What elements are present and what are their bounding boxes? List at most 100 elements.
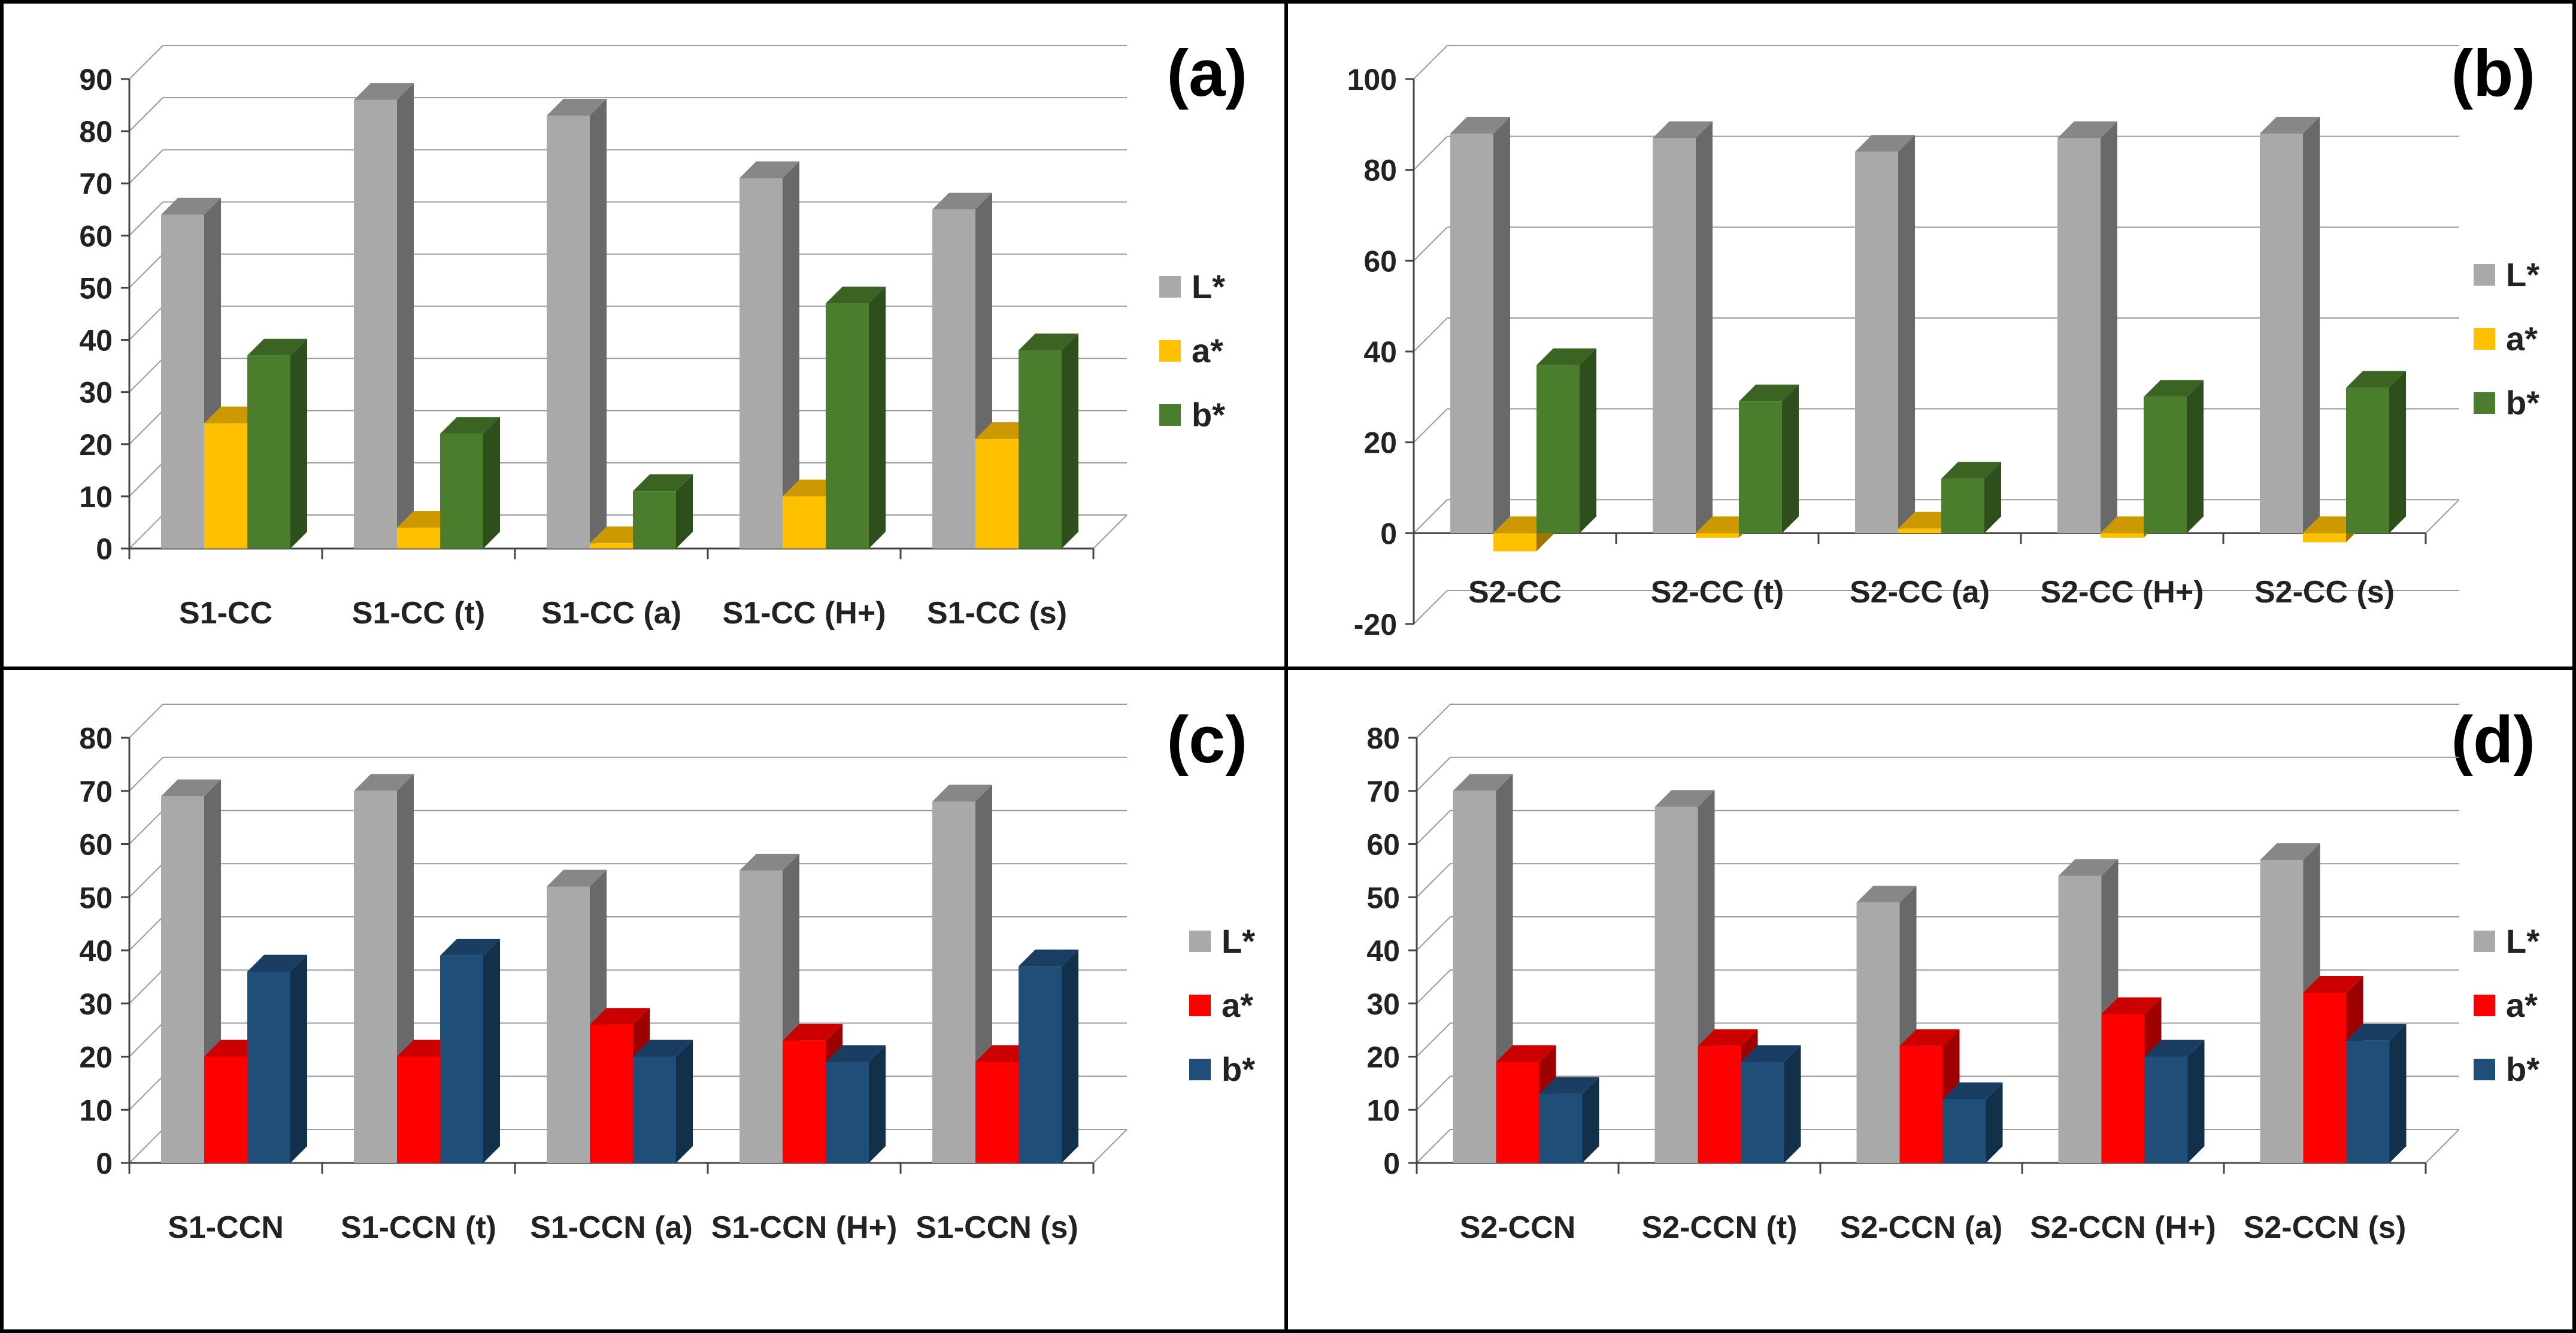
bar-front xyxy=(1019,350,1062,549)
bar-side xyxy=(783,161,799,549)
gridline-side xyxy=(129,358,163,393)
bar-L-1 xyxy=(1653,121,1713,534)
bar-b-4 xyxy=(1019,333,1078,549)
bar-top xyxy=(440,417,500,434)
legend-item-a: a* xyxy=(2474,986,2539,1025)
gridline-side xyxy=(129,253,163,289)
bar-b-3 xyxy=(826,1045,886,1163)
y-tick-label: 30 xyxy=(79,376,113,410)
y-tick-label: 0 xyxy=(1380,517,1397,550)
bar-front xyxy=(2101,533,2144,538)
bar-front xyxy=(826,303,869,549)
panel-label: (a) xyxy=(1166,37,1247,110)
bar-side xyxy=(2101,121,2117,534)
x-tick-label: S2-CC xyxy=(1468,575,1562,610)
bar-front xyxy=(2346,387,2389,534)
bar-front xyxy=(354,99,397,549)
bar-b-1 xyxy=(1741,1045,1801,1163)
bar-top xyxy=(1653,121,1713,138)
bar-front xyxy=(1653,138,1696,534)
chart-d-svg: 0 10 20 30 40 50 60 70 80 S2-CCN S2-CCN (t) S2-CCN … xyxy=(1366,704,2460,1245)
y-tick-label: 0 xyxy=(96,1147,113,1180)
y-tick-label: 80 xyxy=(1363,154,1397,187)
legend-swatch-l xyxy=(2474,930,2495,952)
bar-side xyxy=(1984,462,2001,534)
bar-top xyxy=(826,286,886,304)
y-tick-label: 10 xyxy=(79,1093,113,1127)
gridline-side xyxy=(129,916,163,951)
bar-front xyxy=(2303,533,2346,543)
y-tick-label: 60 xyxy=(1366,828,1400,862)
gridline-side xyxy=(1413,135,1448,171)
bar-b-2 xyxy=(1942,1082,2003,1163)
legend-a: L* a* b* xyxy=(1159,267,1225,459)
gridline-side xyxy=(129,462,163,497)
floor-edge xyxy=(1093,514,1128,549)
floor-edge xyxy=(2425,499,2460,534)
chart-a-svg: 0 10 20 30 40 50 60 70 80 90 S1-CC S1-CC (t) S1-CC (… xyxy=(79,45,1128,631)
bar-front xyxy=(247,971,290,1163)
gridline-side xyxy=(129,410,163,445)
bar-side xyxy=(1062,333,1078,549)
bar-top xyxy=(1539,1077,1599,1094)
bar-top xyxy=(1019,949,1078,967)
legend-swatch-l xyxy=(1159,275,1181,298)
legend-swatch-b xyxy=(2474,1058,2495,1080)
x-tick-label: S1-CCN (a) xyxy=(530,1210,693,1245)
bar-top xyxy=(932,784,992,802)
chart-panel-b: (b) -20 0 20 40 60 80 100 S2-CC S2-CC (t) S2-CC (… xyxy=(1284,0,2576,670)
bar-b-3 xyxy=(826,286,886,549)
bar-top xyxy=(1453,774,1513,791)
y-tick-label: 20 xyxy=(1366,1041,1400,1074)
legend-item-l: L* xyxy=(2474,255,2539,294)
bar-top xyxy=(2346,371,2406,388)
bar-side xyxy=(483,417,500,549)
bar-side xyxy=(590,98,607,549)
y-tick-label: 0 xyxy=(1383,1147,1400,1180)
bar-top xyxy=(1536,348,1596,365)
legend-item-a: a* xyxy=(2474,319,2539,358)
gridline-side xyxy=(1416,810,1451,845)
x-tick-label: S2-CCN (t) xyxy=(1642,1210,1798,1245)
gridline-side xyxy=(1413,408,1448,443)
legend-item-l: L* xyxy=(1189,922,1255,961)
bar-top xyxy=(547,870,607,887)
legend-label-l: L* xyxy=(2506,922,2539,960)
bar-front xyxy=(2260,860,2304,1163)
bar-side xyxy=(1782,384,1799,534)
bar-front xyxy=(740,178,783,549)
bar-b-0 xyxy=(1536,348,1596,534)
bar-front xyxy=(1942,1099,1986,1163)
bar-side xyxy=(1580,348,1596,534)
gridline-side xyxy=(1413,499,1448,534)
bar-top xyxy=(1739,384,1799,402)
legend-b: L* a* b* xyxy=(2474,255,2539,447)
legend-item-l: L* xyxy=(1159,267,1225,306)
bar-L-4 xyxy=(2260,117,2320,534)
x-tick-label: S1-CC xyxy=(179,596,272,631)
bar-top xyxy=(1855,135,1915,152)
y-tick-label: 60 xyxy=(1363,244,1397,278)
bar-front xyxy=(2101,1014,2145,1163)
y-tick-label: 20 xyxy=(1363,426,1397,460)
bar-L-1 xyxy=(1654,790,1715,1163)
gridline-side xyxy=(129,704,163,738)
y-tick-label: 70 xyxy=(1366,775,1400,808)
bar-front xyxy=(1898,528,1941,534)
bar-b-2 xyxy=(1941,462,2001,534)
bar-side xyxy=(2187,380,2204,534)
x-tick-label: S2-CCN xyxy=(1460,1210,1576,1245)
gridline-side xyxy=(129,514,163,549)
y-tick-label: 40 xyxy=(1363,335,1397,369)
bar-b-0 xyxy=(1539,1077,1599,1163)
bar-front xyxy=(975,1062,1019,1163)
bar-front xyxy=(783,496,826,549)
bar-side xyxy=(290,955,307,1163)
bar-top xyxy=(161,198,221,215)
legend-swatch-a xyxy=(2474,994,2495,1016)
y-tick-label: 10 xyxy=(1366,1093,1400,1127)
x-tick-label: S2-CC (H+) xyxy=(2040,575,2204,610)
bar-side xyxy=(2303,117,2320,534)
bar-top xyxy=(1496,1045,1556,1062)
bar-front xyxy=(1739,401,1782,534)
